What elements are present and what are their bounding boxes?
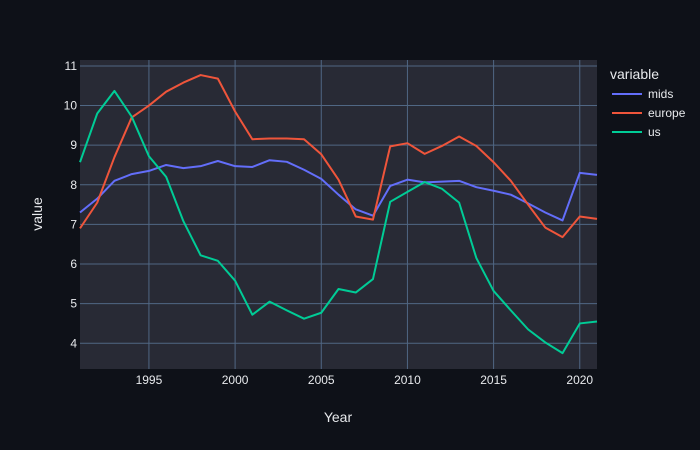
legend-title: variable	[610, 66, 659, 82]
x-tick-label: 2000	[222, 373, 249, 387]
x-tick-label: 2020	[566, 373, 593, 387]
y-tick-label: 4	[70, 336, 77, 350]
x-tick-label: 2015	[480, 373, 507, 387]
y-tick-label: 8	[70, 178, 77, 192]
legend-item-europe[interactable]: europe	[612, 106, 686, 120]
y-tick-label: 10	[64, 99, 78, 113]
series-line-mids	[79, 159, 598, 222]
x-tick-label: 1995	[136, 373, 163, 387]
x-axis-title: Year	[324, 409, 353, 425]
x-tick-label: 2010	[394, 373, 421, 387]
legend-label: us	[648, 125, 661, 139]
y-tick-label: 5	[70, 297, 77, 311]
legend-label: europe	[648, 106, 686, 120]
y-axis-ticks: 4 5 6 7 8 9 10 11	[64, 59, 78, 350]
x-tick-label: 2005	[308, 373, 335, 387]
legend-item-us[interactable]: us	[612, 125, 661, 139]
series-line-europe	[79, 74, 598, 239]
y-tick-label: 7	[70, 217, 77, 231]
y-tick-label: 6	[70, 257, 77, 271]
legend-label: mids	[648, 87, 673, 101]
y-tick-label: 9	[70, 138, 77, 152]
y-axis-title: value	[29, 197, 45, 231]
plot-area	[80, 60, 597, 369]
legend-item-mids[interactable]: mids	[612, 87, 673, 101]
legend: variable mids europe us	[610, 66, 686, 139]
series-line-us	[79, 89, 598, 355]
legend-items: mids europe us	[612, 87, 686, 139]
y-tick-label: 11	[65, 59, 78, 73]
x-axis-ticks: 1995 2000 2005 2010 2015 2020	[136, 373, 594, 387]
series-lines	[79, 74, 598, 355]
grid-lines	[80, 60, 597, 369]
